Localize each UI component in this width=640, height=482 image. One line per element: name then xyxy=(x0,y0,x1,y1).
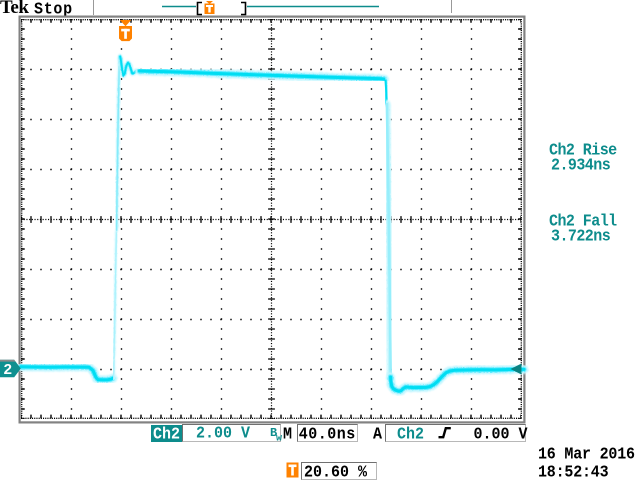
svg-text:2: 2 xyxy=(3,362,12,379)
svg-text:B: B xyxy=(270,426,277,440)
svg-text:w: w xyxy=(276,434,282,443)
